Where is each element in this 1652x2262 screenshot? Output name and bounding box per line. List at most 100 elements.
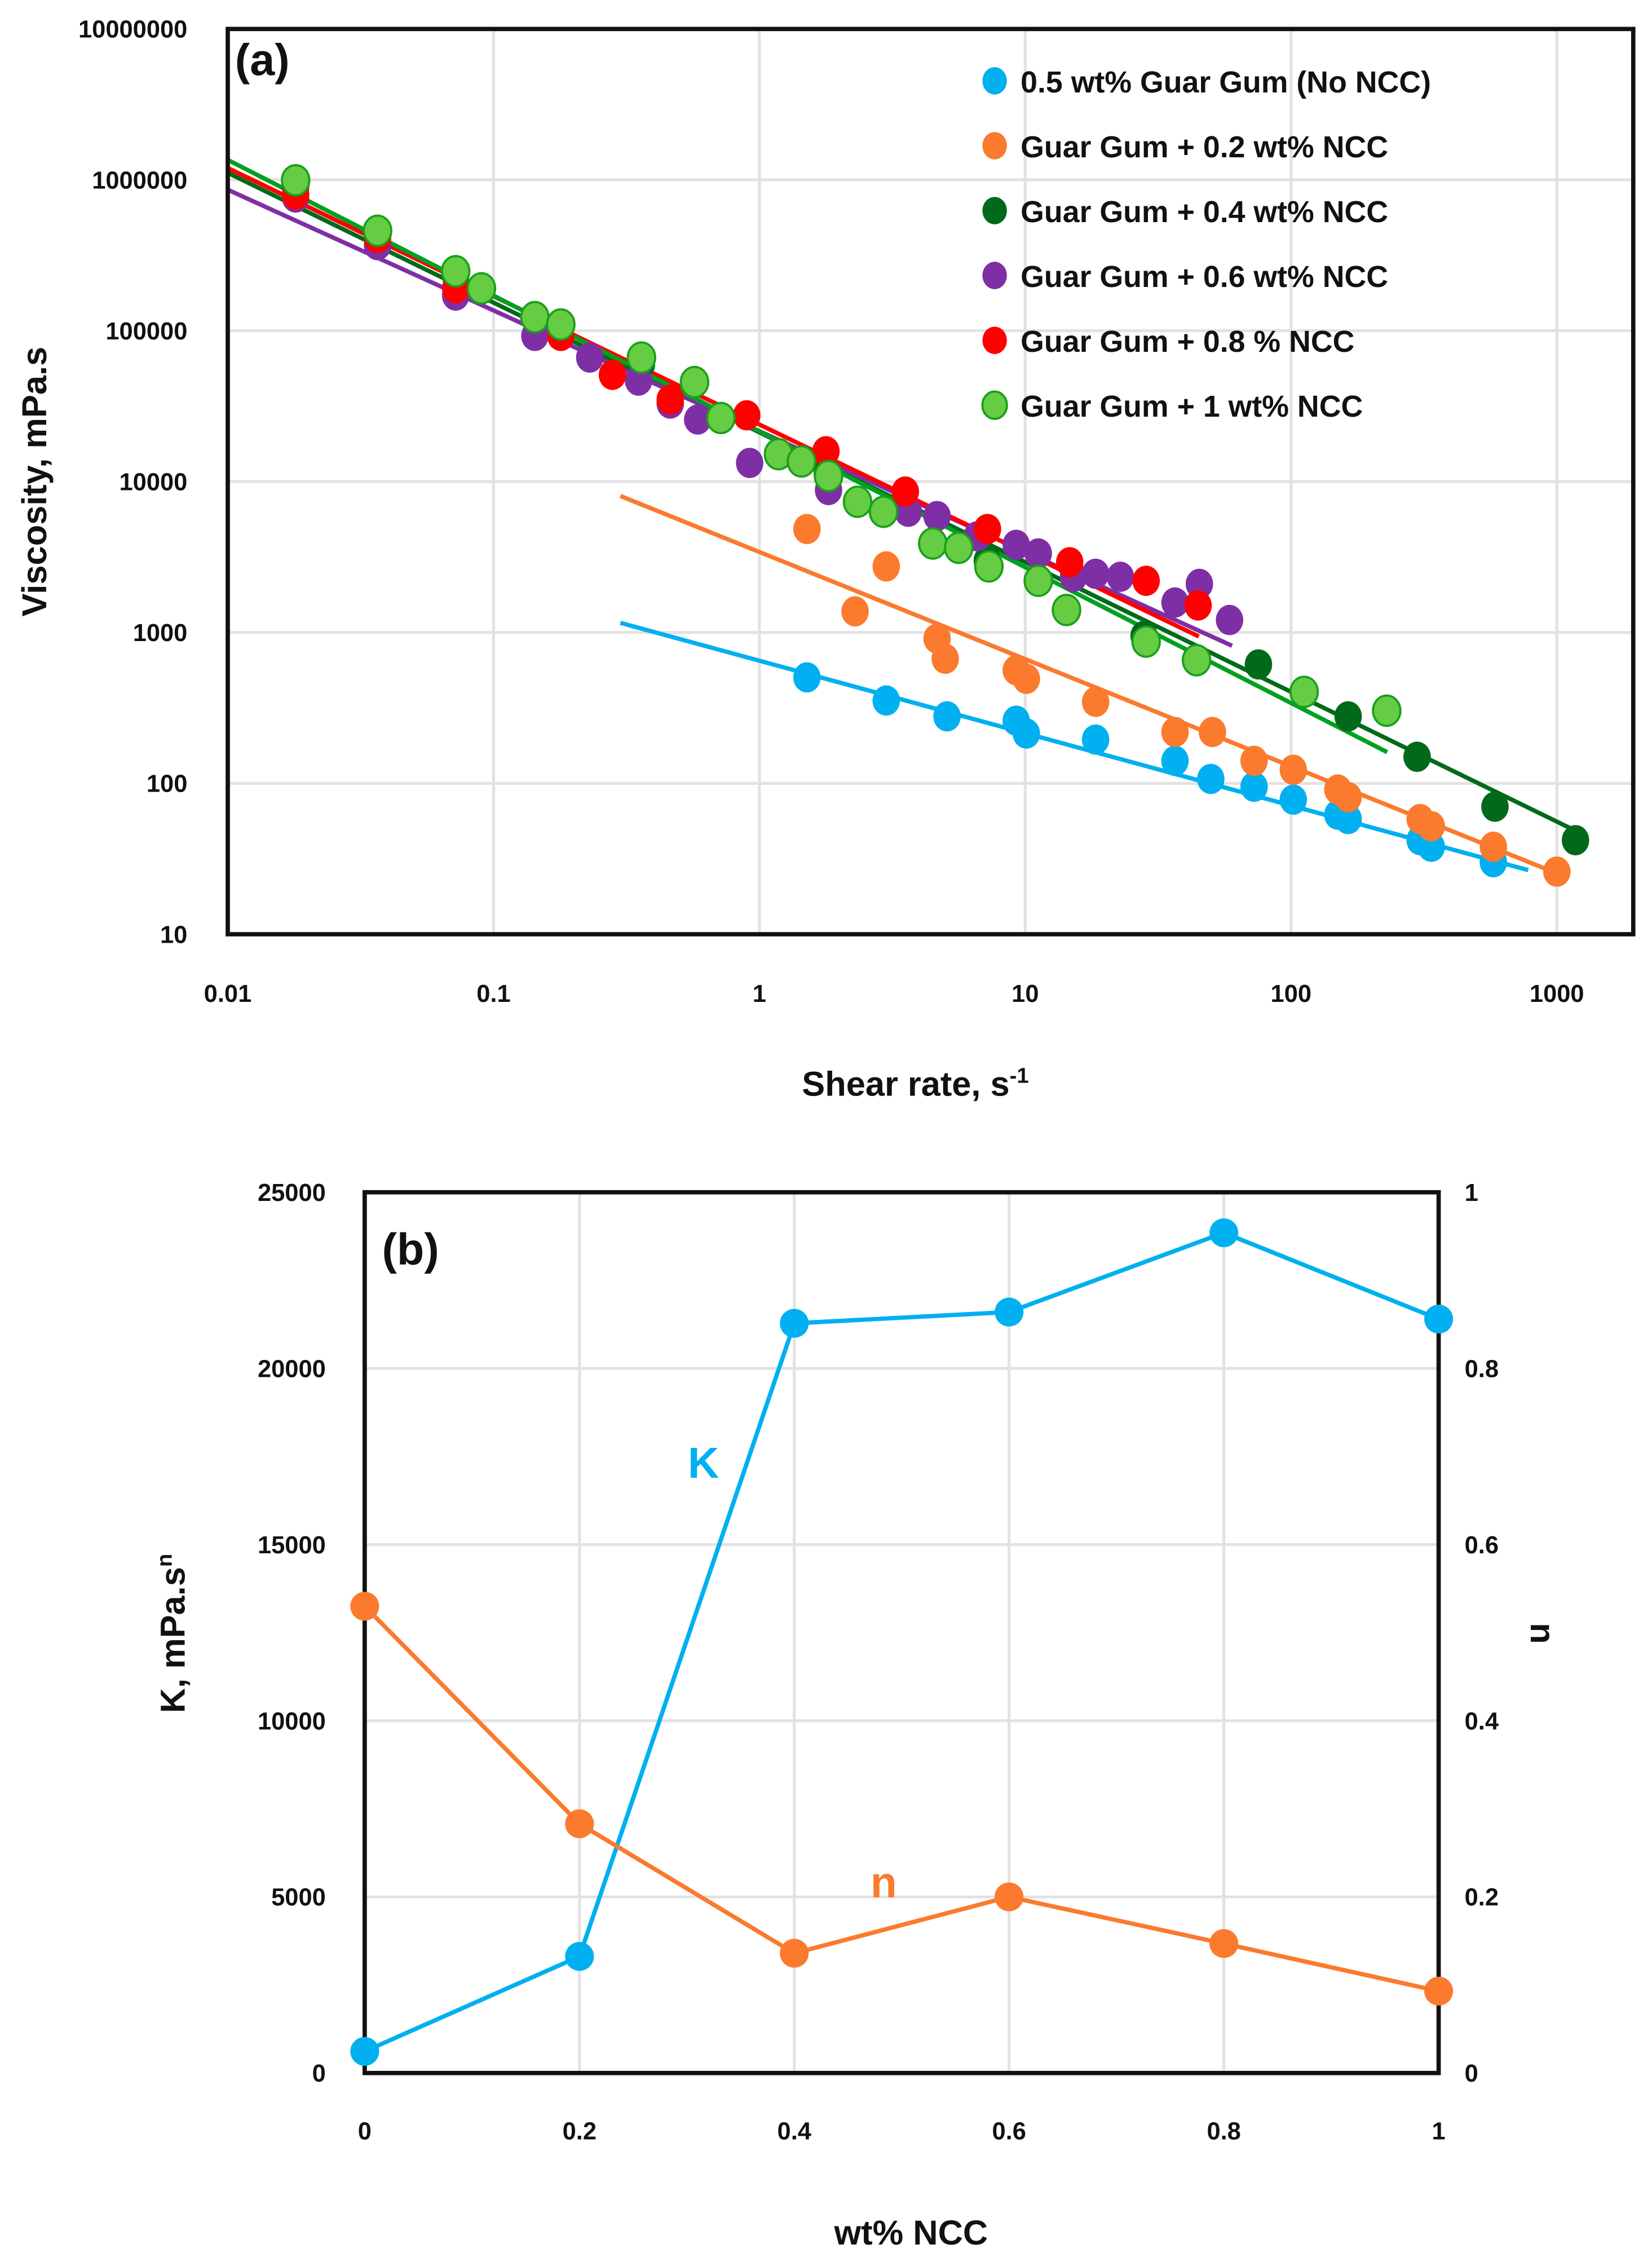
data-point-n xyxy=(780,1938,809,1968)
data-point-series-0 xyxy=(1240,771,1268,802)
data-point-series-4 xyxy=(733,400,761,431)
data-point-series-5 xyxy=(1052,594,1081,626)
y-tick-label: 25000 xyxy=(258,1179,326,1207)
line-series-n xyxy=(363,1605,1439,1994)
annotation-n: n xyxy=(871,1859,897,1907)
data-point-series-5 xyxy=(546,308,576,341)
y-tick-label: 10 xyxy=(160,921,187,948)
data-point-series-4 xyxy=(1132,566,1160,597)
x-tick-label: 0.4 xyxy=(778,2118,811,2145)
data-point-series-4 xyxy=(974,514,1001,545)
y2-axis-title: n xyxy=(1523,1623,1562,1644)
data-point-series-5 xyxy=(466,272,497,305)
data-point-series-1 xyxy=(931,643,959,674)
data-point-series-3 xyxy=(1081,558,1110,589)
x-axis-title-superscript: -1 xyxy=(1010,1063,1029,1088)
legend-marker xyxy=(982,67,1007,95)
x-tick-label: 0.6 xyxy=(992,2118,1026,2145)
data-point-series-5 xyxy=(918,527,948,560)
y2-tick-label: 0.6 xyxy=(1465,1532,1499,1559)
data-point-series-3 xyxy=(1024,538,1052,569)
data-point-K xyxy=(350,2036,379,2066)
data-point-n xyxy=(1424,1976,1454,2006)
y2-tick-label: 0.2 xyxy=(1465,1884,1499,1911)
data-point-series-2 xyxy=(1481,792,1509,822)
data-point-series-0 xyxy=(933,701,961,732)
y-tick-label: 100000 xyxy=(105,318,187,345)
y-tick-label: 10000 xyxy=(120,469,188,496)
data-point-series-0 xyxy=(872,685,900,716)
legend-label: 0.5 wt% Guar Gum (No NCC) xyxy=(1021,65,1431,99)
annotation-k: K xyxy=(688,1439,719,1487)
data-point-series-3 xyxy=(736,448,763,478)
y-axis-title: Viscosity, mPa.s xyxy=(15,347,54,617)
data-point-series-5 xyxy=(626,341,656,374)
data-point-series-5 xyxy=(814,460,843,492)
data-point-series-3 xyxy=(1106,562,1134,592)
panel-b-k-n-chart: 0 0.2 0.4 0.6 0.8 1 0 5000 10000 15000 20000 25000 0… xyxy=(152,1179,1562,2252)
data-point-n xyxy=(565,1809,594,1839)
data-point-series-5 xyxy=(520,301,550,334)
data-point-series-1 xyxy=(872,551,900,582)
x-axis-title: Shear rate, s-1 xyxy=(802,1063,1028,1103)
data-point-series-5 xyxy=(1372,694,1402,727)
y2-tick-label: 0 xyxy=(1465,2060,1478,2087)
data-point-series-5 xyxy=(787,445,816,478)
data-point-n xyxy=(1209,1929,1239,1958)
data-point-series-1 xyxy=(1543,856,1571,887)
data-point-series-1 xyxy=(1199,717,1226,748)
y2-tick-label: 0.8 xyxy=(1465,1355,1499,1382)
data-point-series-2 xyxy=(1561,825,1589,856)
data-point-series-3 xyxy=(1185,568,1213,599)
y-tick-label: 10000000 xyxy=(78,16,187,43)
data-point-series-5 xyxy=(1023,564,1053,597)
x-tick-label: 1 xyxy=(1432,2118,1446,2145)
data-point-series-3 xyxy=(923,501,951,532)
data-point-series-3 xyxy=(576,342,604,373)
plot-frame xyxy=(226,26,1636,936)
data-point-series-5 xyxy=(1289,675,1319,708)
x-tick-label: 0.2 xyxy=(563,2118,597,2145)
legend-marker xyxy=(982,197,1007,224)
data-point-K xyxy=(995,1297,1024,1327)
x-tick-label: 0.1 xyxy=(476,980,510,1008)
data-point-series-5 xyxy=(944,531,974,564)
x-axis-title-text: Shear rate, s xyxy=(802,1064,1009,1103)
data-point-series-5 xyxy=(868,495,899,528)
legend-label: Guar Gum + 0.6 wt% NCC xyxy=(1021,260,1388,294)
data-point-series-2 xyxy=(1403,741,1431,772)
legend-label: Guar Gum + 0.4 wt% NCC xyxy=(1021,195,1388,229)
data-point-series-1 xyxy=(841,596,869,627)
y2-tick-label: 1 xyxy=(1465,1179,1478,1207)
y-axis-title-superscript: n xyxy=(152,1554,176,1567)
x-axis-title: wt% NCC xyxy=(833,2214,988,2252)
data-point-K xyxy=(1424,1305,1454,1334)
x-tick-label: 0.8 xyxy=(1207,2118,1240,2145)
data-point-series-5 xyxy=(842,485,873,518)
data-point-series-1 xyxy=(1240,745,1268,776)
x-tick-label: 1 xyxy=(753,980,766,1008)
data-point-series-1 xyxy=(1417,811,1445,842)
data-point-series-4 xyxy=(598,360,626,390)
fit-line-0 xyxy=(620,621,1529,873)
y-tick-label: 5000 xyxy=(271,1884,326,1911)
data-point-series-1 xyxy=(1334,782,1362,812)
data-point-series-5 xyxy=(1181,644,1212,677)
y-tick-label: 0 xyxy=(312,2060,326,2087)
x-tick-label: 0.01 xyxy=(204,980,252,1008)
data-point-series-1 xyxy=(1279,754,1308,785)
data-point-series-5 xyxy=(440,255,471,288)
legend-marker xyxy=(981,390,1008,420)
y-tick-label: 10000 xyxy=(258,1708,326,1735)
plot-frame xyxy=(363,1190,1441,2075)
data-point-series-4 xyxy=(1184,590,1212,621)
fit-line-1 xyxy=(619,494,1558,876)
data-point-series-1 xyxy=(793,514,821,545)
data-point-series-5 xyxy=(281,164,311,197)
data-point-series-5 xyxy=(706,401,736,435)
legend-marker xyxy=(982,132,1007,160)
data-point-series-1 xyxy=(1161,717,1189,748)
data-point-series-3 xyxy=(684,404,712,435)
data-point-series-0 xyxy=(1334,803,1362,834)
